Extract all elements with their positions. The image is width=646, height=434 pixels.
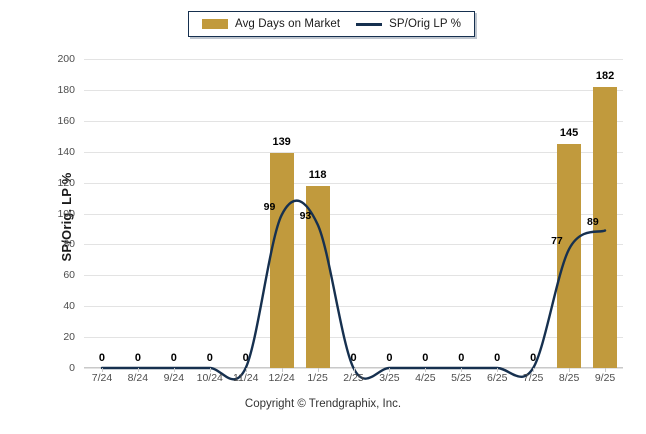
x-axis-tick-label: 9/25	[594, 372, 616, 384]
y-axis-tick-label: 80	[63, 238, 75, 251]
x-axis-tick-label: 3/25	[379, 372, 400, 384]
x-axis-tick-mark	[173, 368, 175, 372]
y-axis-tick-label: 200	[57, 53, 75, 65]
line-value-label: 93	[299, 210, 312, 223]
x-axis-tick-label: 10/24	[196, 372, 223, 384]
legend-label-avg-days-on-market: Avg Days on Market	[235, 18, 341, 30]
gridline	[84, 337, 623, 339]
x-axis-tick-mark	[533, 368, 535, 372]
x-axis-tick-label: 7/25	[522, 372, 544, 384]
x-axis-tick-mark	[317, 368, 319, 372]
y-axis-tick-label: 20	[63, 331, 75, 344]
gridline	[84, 59, 623, 60]
x-axis-tick-mark	[605, 368, 607, 372]
bar-value-label: 0	[494, 352, 501, 364]
line-value-label: 77	[551, 235, 563, 248]
bar-value-label: 0	[386, 352, 393, 364]
bar-12-24[interactable]	[269, 153, 294, 368]
bar-9-25[interactable]	[593, 86, 618, 368]
x-axis-tick-mark	[389, 368, 391, 372]
x-axis-tick-label: 2/25	[343, 372, 364, 384]
bar-value-label: 182	[595, 69, 615, 82]
y-axis-tick-label: 40	[63, 300, 75, 313]
plot-area: 0 20 40 60 80 100 120 140 160 180 200 0 0 0 0 0 139 118 0 0…	[57, 53, 623, 381]
y-axis-tick-label: 180	[57, 83, 75, 96]
gridline	[84, 213, 623, 215]
x-axis-tick-mark	[281, 368, 283, 372]
bar-value-label: 0	[98, 352, 106, 364]
y-axis-tick-label: 120	[57, 176, 75, 189]
chart-legend: Avg Days on Market SP/Orig LP %	[188, 11, 476, 37]
x-axis-tick-label: 4/25	[415, 372, 436, 384]
copyright-notice: Copyright © Trendgraphix, Inc.	[244, 398, 402, 410]
x-axis-tick-mark	[137, 368, 139, 372]
x-axis-tick-label: 11/24	[232, 372, 259, 384]
legend-label-sp-orig-lp: SP/Orig LP %	[389, 18, 462, 30]
x-axis-tick-label: 7/24	[91, 372, 113, 384]
y-axis-tick-label: 60	[63, 269, 75, 282]
y-axis-tick-label: 140	[57, 145, 75, 158]
x-axis-tick-mark	[353, 368, 355, 372]
x-axis-tick-mark	[425, 368, 427, 372]
x-axis-tick-label: 8/24	[127, 372, 149, 384]
bar-8-25[interactable]	[557, 143, 582, 368]
bar-value-label: 0	[170, 352, 177, 364]
y-axis-tick-label: 100	[57, 207, 75, 220]
bar-value-label: 0	[530, 352, 537, 364]
bar-swatch-icon	[202, 19, 228, 29]
gridline	[84, 182, 623, 184]
bar-value-label: 0	[206, 352, 213, 364]
x-axis-tick-mark	[209, 368, 211, 372]
x-axis-tick-mark	[461, 368, 463, 372]
line-value-label: 89	[587, 216, 599, 229]
x-axis-tick-label: 5/25	[451, 372, 472, 384]
legend-item-avg-days-on-market[interactable]: Avg Days on Market	[202, 18, 340, 30]
line-swatch-icon	[356, 22, 383, 26]
bar-value-label: 139	[272, 136, 291, 149]
x-axis-tick-label: 9/24	[163, 372, 185, 384]
x-axis-tick-label: 12/24	[268, 372, 295, 384]
x-axis-tick-label: 1/25	[307, 372, 328, 384]
x-axis-tick-label: 6/25	[487, 372, 508, 384]
line-value-label: 99	[263, 201, 276, 214]
x-axis-tick-mark	[101, 368, 103, 372]
legend-item-sp-orig-lp[interactable]: SP/Orig LP %	[356, 18, 461, 30]
y-axis-tick-label: 0	[69, 362, 75, 374]
bar-value-label: 0	[422, 352, 429, 364]
gridline	[84, 275, 623, 277]
gridline	[84, 120, 623, 122]
bar-1-25[interactable]	[305, 185, 330, 368]
gridline	[84, 89, 623, 91]
x-axis-tick-mark	[497, 368, 499, 372]
x-axis-tick-label: 8/25	[558, 372, 580, 384]
bar-value-label: 0	[242, 352, 249, 364]
bar-value-label: 118	[308, 168, 327, 181]
bar-value-label: 0	[458, 352, 465, 364]
bar-value-label: 0	[350, 352, 357, 364]
y-axis-tick-label: 160	[57, 114, 75, 127]
gridline	[84, 151, 623, 153]
x-axis-tick-mark	[245, 368, 247, 372]
gridline	[84, 306, 623, 308]
bar-value-label: 0	[134, 352, 141, 364]
bar-value-label: 145	[559, 126, 579, 139]
gridline	[84, 244, 623, 246]
x-axis-tick-mark	[569, 368, 571, 372]
line-series-sp-orig-lp	[100, 199, 607, 381]
